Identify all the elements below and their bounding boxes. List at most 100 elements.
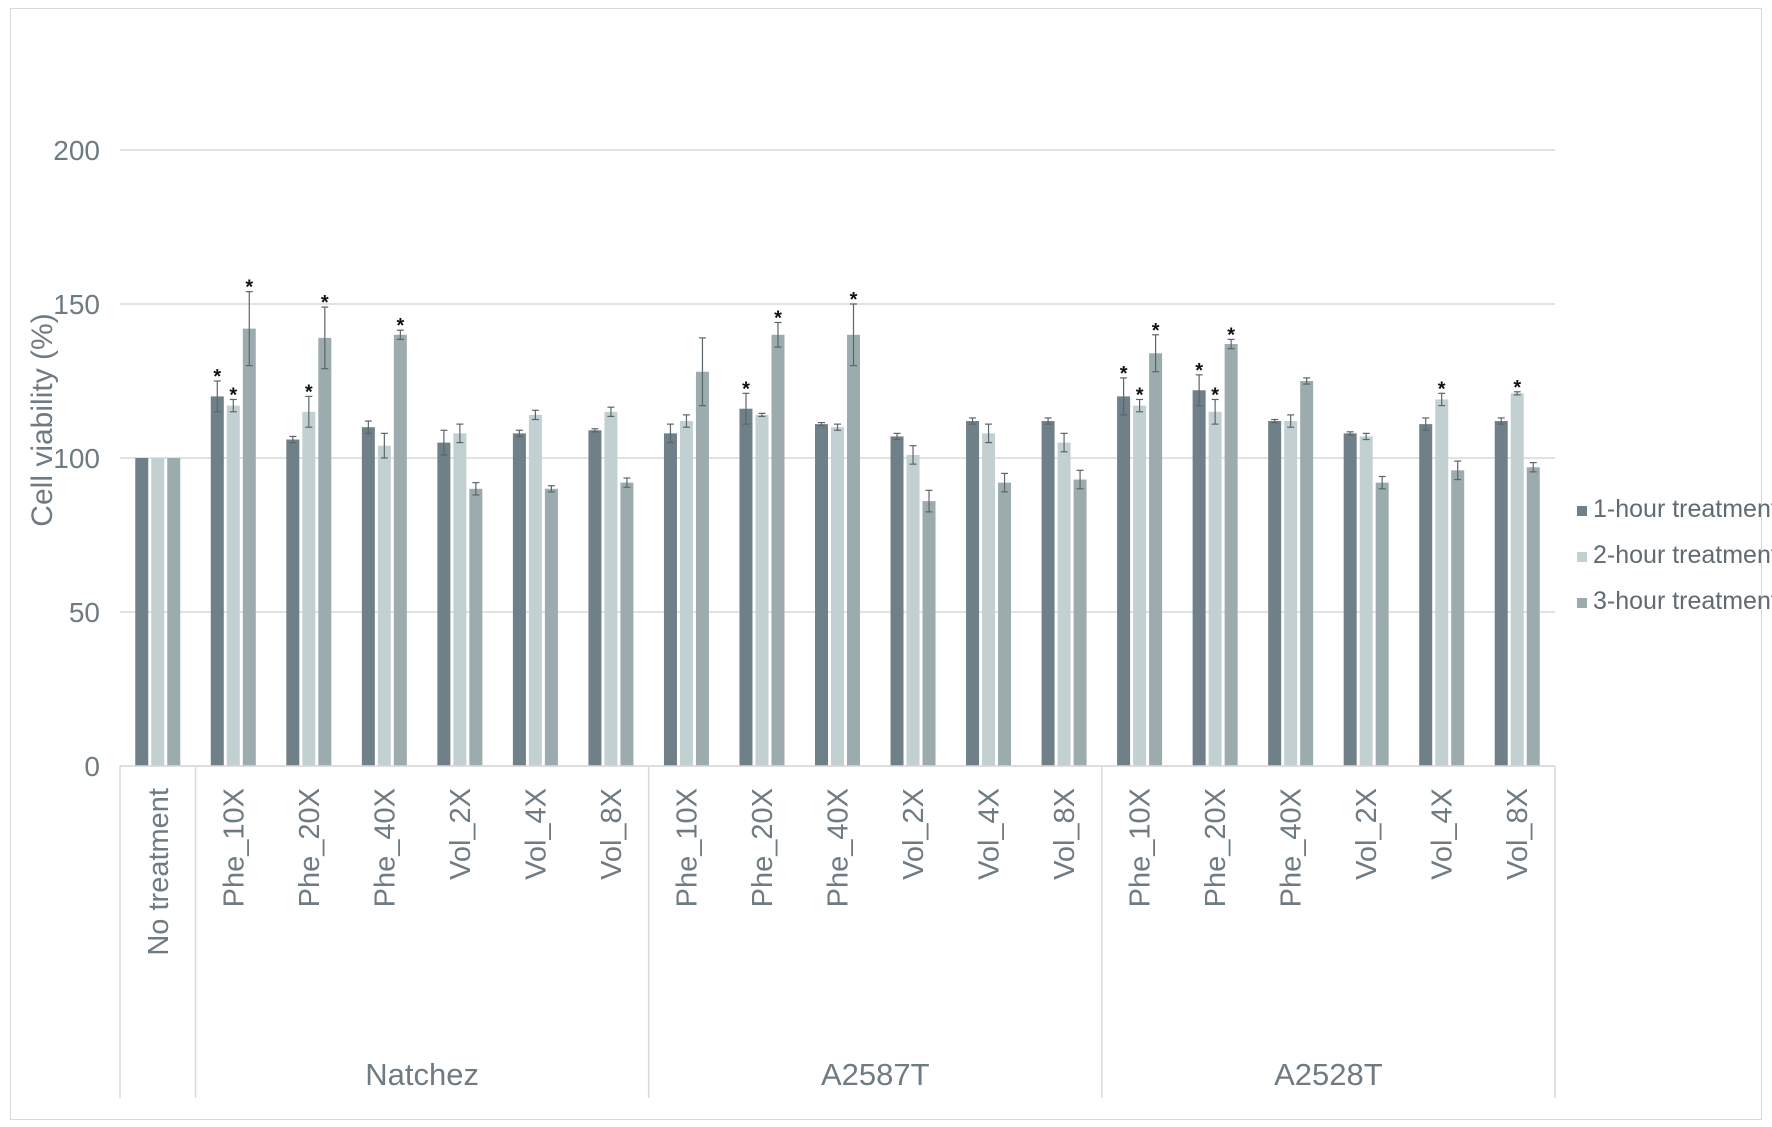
significance-marker: * [245,277,253,299]
bar [167,458,181,766]
bar [469,488,483,766]
bar [242,328,256,766]
bar [771,334,785,766]
x-tick-label: Phe_20X [294,788,326,907]
x-tick-label: Phe_40X [1276,788,1308,907]
significance-marker: * [1227,324,1235,346]
significance-marker: * [396,315,404,337]
bar [318,337,332,766]
bar [377,445,391,766]
x-tick-label: Vol_2X [898,788,930,880]
bar [1041,421,1055,766]
bar [1526,467,1540,766]
bar [966,421,980,766]
x-axis: No treatment Phe_10X Phe_20X Phe_40X Vol_2X V… [119,765,1556,1098]
bar [1375,482,1389,766]
bar [361,427,375,766]
x-tick-label: Phe_10X [1125,788,1157,907]
x-tick-label: Vol_8X [1502,788,1534,880]
bar [437,442,451,766]
significance-marker: * [1195,360,1203,382]
bar [135,458,149,766]
legend-label: 3-hour treatment [1593,587,1772,615]
bar [1117,396,1131,766]
significance-marker: * [305,381,313,403]
bar [815,424,828,766]
bar [922,501,936,766]
bar [847,334,860,766]
x-tick-label: Vol_8X [1049,788,1081,880]
bar [1300,381,1314,766]
bar [1359,436,1373,766]
legend-swatch [1577,552,1587,562]
legend-swatch [1577,598,1587,608]
significance-marker: * [1120,363,1128,385]
bar [1510,393,1524,766]
bars [135,328,1540,766]
bar [982,433,996,766]
x-tick-label: Vol_2X [1351,788,1383,880]
x-tick-label: Phe_40X [369,788,401,907]
bar [1435,399,1449,766]
error-bars [213,291,1537,513]
bar [286,439,300,766]
bar [604,411,618,766]
significance-marker: * [1438,378,1446,400]
significance-marker: * [850,289,858,311]
bar [831,427,844,766]
x-tick-label: Phe_10X [218,788,250,907]
significance-marker: * [213,366,221,388]
bar [1419,424,1433,766]
y-axis-title: Cell viability (%) [26,313,59,526]
x-tick-label: Vol_4X [1427,788,1459,880]
chart-frame [10,8,1762,1120]
bar [695,371,709,766]
significance-markers: * * * * * * * * * * * * * * * * * [213,277,1521,407]
bar [151,458,165,766]
bar [393,334,407,766]
bar [1133,405,1147,766]
bar [1268,421,1282,766]
significance-marker: * [1152,320,1160,342]
bar [210,396,224,766]
bar [1343,433,1357,766]
y-tick-label: 200 [53,135,100,166]
x-tick-label: No treatment [143,788,175,956]
x-tick-label: Phe_40X [823,788,855,907]
y-tick-label: 150 [53,289,100,320]
bar [1451,470,1465,766]
x-tick-label: Vol_8X [596,788,628,880]
x-tick-label: Phe_20X [747,788,779,907]
bar [663,433,677,766]
legend: 1-hour treatment 2-hour treatment 3-hour t… [1577,495,1772,615]
y-axis-ticks: 0 50 100 150 200 [53,135,100,782]
bar [620,482,634,766]
y-tick-label: 50 [69,597,100,628]
y-tick-label: 100 [53,443,100,474]
bar [1224,344,1238,766]
bar [739,408,753,766]
bar [755,414,769,766]
significance-marker: * [229,384,237,406]
bar [302,411,316,766]
legend-label: 1-hour treatment [1593,495,1772,523]
legend-swatch [1577,506,1587,516]
significance-marker: * [321,292,329,314]
bar [1494,421,1508,766]
x-tick-label: Vol_4X [974,788,1006,880]
x-tick-label: Vol_4X [520,788,552,880]
x-tick-label: Phe_10X [671,788,703,907]
bar [453,433,467,766]
bar [528,414,542,766]
bar [1057,442,1071,766]
bar [1073,479,1087,766]
group-label: A2587T [821,1057,930,1092]
y-tick-label: 0 [84,751,100,782]
bar [226,405,240,766]
bar [1208,411,1222,766]
bar [588,430,602,766]
group-label: Natchez [365,1057,479,1092]
bar [906,454,920,766]
x-tick-label: Vol_2X [445,788,477,880]
